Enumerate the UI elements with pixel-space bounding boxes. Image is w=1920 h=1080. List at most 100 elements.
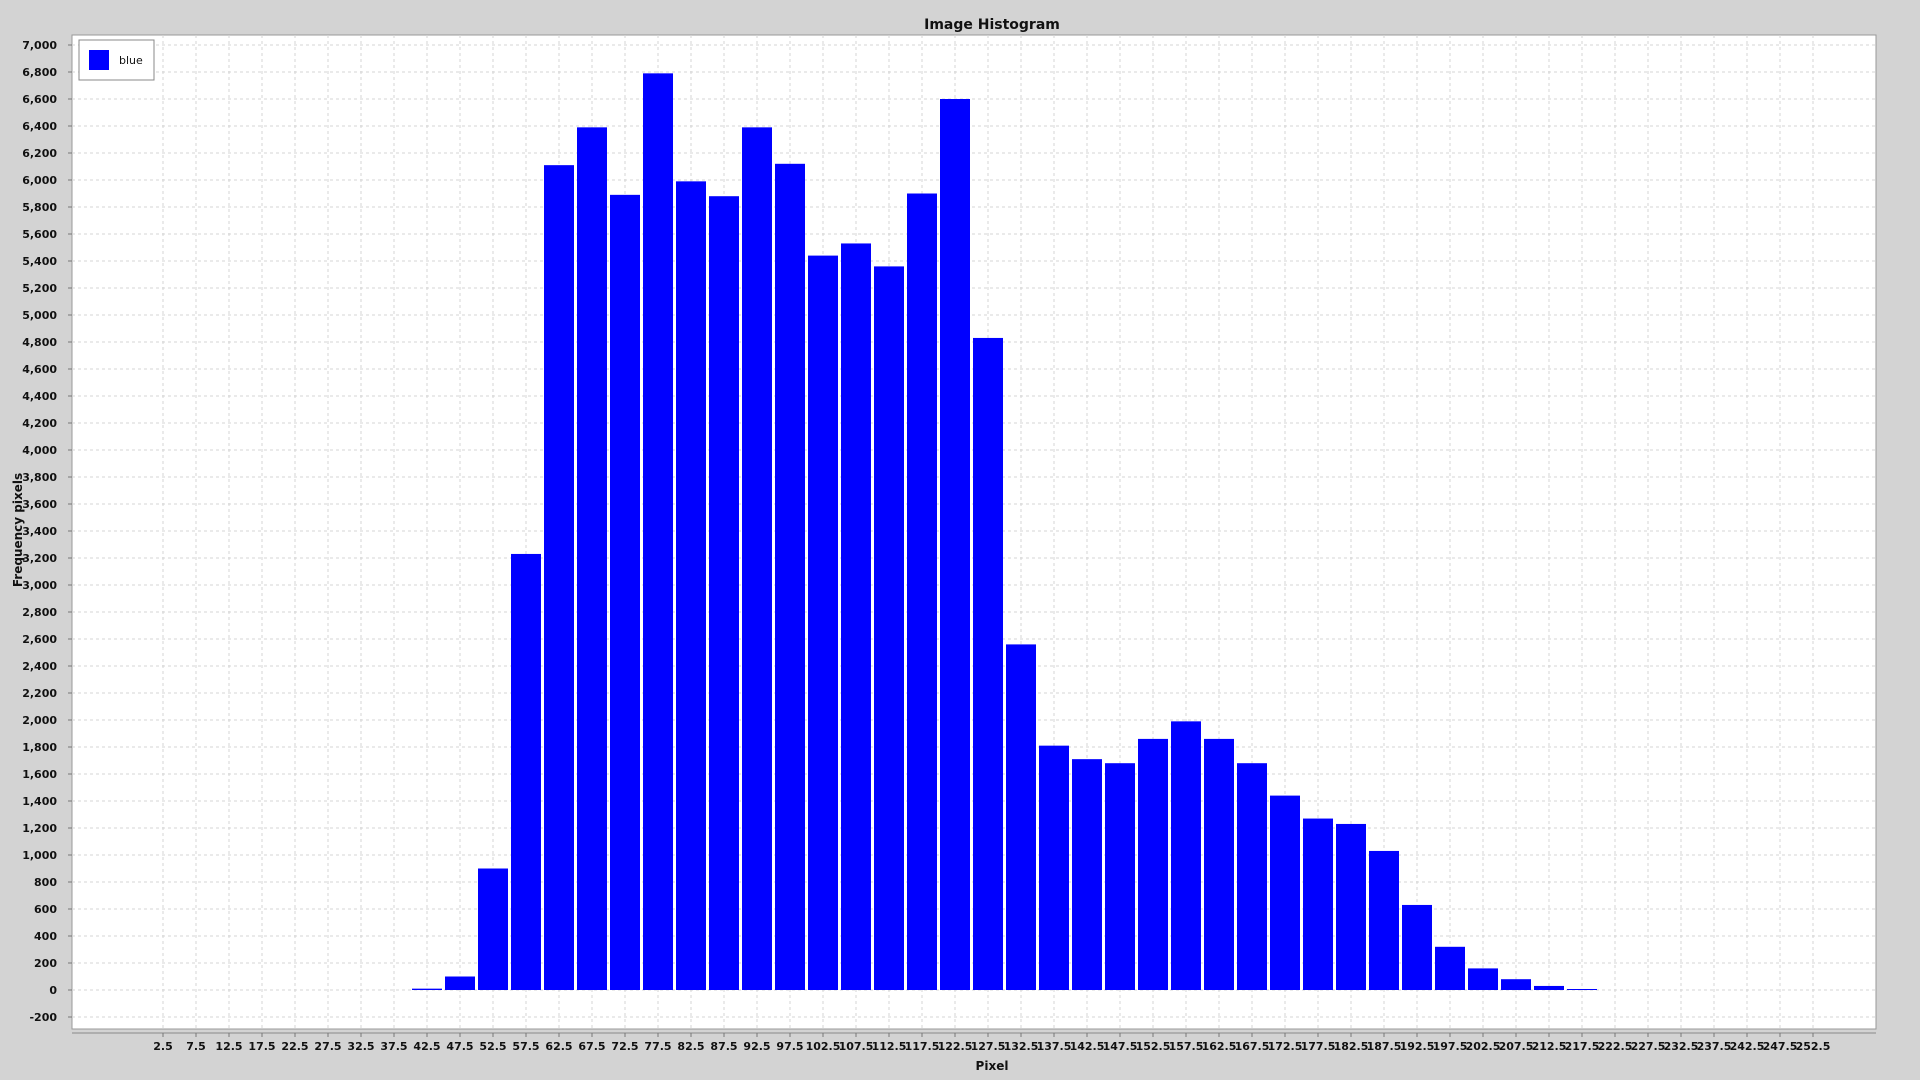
histogram-bar — [1402, 904, 1432, 990]
x-axis: 2.5 7.5 12.5 17.5 22.5 27.5 32.5 37.5 42.5 47.5 52… — [153, 1033, 1830, 1053]
x-tick-label: 67.5 — [578, 1040, 605, 1053]
y-tick-label: 5,600 — [22, 228, 57, 241]
y-tick-label: 6,600 — [22, 93, 57, 106]
histogram-bar — [709, 196, 739, 990]
y-tick-label: 3,200 — [22, 552, 57, 565]
histogram-bar — [1270, 795, 1300, 990]
histogram-bar — [1567, 989, 1597, 990]
y-tick-label: 1,800 — [22, 741, 57, 754]
histogram-bar — [1138, 738, 1168, 990]
y-tick-label: 2,800 — [22, 606, 57, 619]
histogram-bar — [1204, 738, 1234, 990]
x-tick-label: 222.5 — [1598, 1040, 1633, 1053]
x-tick-label: 232.5 — [1664, 1040, 1699, 1053]
x-tick-label: 187.5 — [1367, 1040, 1402, 1053]
y-tick-label: 2,600 — [22, 633, 57, 646]
x-tick-label: 122.5 — [938, 1040, 973, 1053]
y-tick-label: 800 — [34, 876, 57, 889]
x-tick-label: 167.5 — [1235, 1040, 1270, 1053]
x-tick-label: 172.5 — [1268, 1040, 1303, 1053]
histogram-bar — [1303, 818, 1333, 990]
y-tick-label: 2,400 — [22, 660, 57, 673]
histogram-bar — [1501, 979, 1531, 990]
x-tick-label: 152.5 — [1136, 1040, 1171, 1053]
x-tick-label: 32.5 — [347, 1040, 374, 1053]
x-tick-label: 42.5 — [413, 1040, 440, 1053]
y-tick-label: 4,600 — [22, 363, 57, 376]
x-tick-label: 97.5 — [776, 1040, 803, 1053]
y-tick-label: -200 — [29, 1011, 57, 1024]
histogram-bar — [412, 988, 442, 990]
y-tick-label: 1,000 — [22, 849, 57, 862]
y-axis-label: Frequency pixels — [11, 473, 25, 587]
x-tick-label: 117.5 — [905, 1040, 940, 1053]
legend: blue — [78, 39, 155, 81]
x-tick-label: 57.5 — [512, 1040, 539, 1053]
x-tick-label: 252.5 — [1796, 1040, 1831, 1053]
y-tick-label: 1,200 — [22, 822, 57, 835]
x-tick-label: 77.5 — [644, 1040, 671, 1053]
histogram-bar — [841, 243, 871, 990]
x-tick-label: 107.5 — [839, 1040, 874, 1053]
histogram-bar — [1006, 644, 1036, 990]
x-tick-label: 62.5 — [545, 1040, 572, 1053]
histogram-bar — [1468, 968, 1498, 990]
x-tick-label: 52.5 — [479, 1040, 506, 1053]
x-tick-label: 72.5 — [611, 1040, 638, 1053]
y-tick-label: 4,800 — [22, 336, 57, 349]
y-axis: -200 0 200 400 600 800 1,000 1,200 1,400 1,600 1,8… — [22, 39, 72, 1024]
histogram-bar — [1237, 763, 1267, 990]
y-tick-label: 4,400 — [22, 390, 57, 403]
y-tick-label: 5,400 — [22, 255, 57, 268]
histogram-bar — [445, 976, 475, 990]
histogram-bar — [874, 266, 904, 990]
histogram-bar — [511, 553, 541, 990]
y-tick-label: 6,200 — [22, 147, 57, 160]
histogram-bar — [973, 337, 1003, 990]
histogram-bar — [1105, 763, 1135, 990]
x-tick-label: 192.5 — [1400, 1040, 1435, 1053]
x-axis-label: Pixel — [976, 1059, 1009, 1073]
histogram-bar — [907, 193, 937, 990]
y-tick-label: 1,600 — [22, 768, 57, 781]
legend-label: blue — [119, 54, 143, 67]
chart-title: Image Histogram — [924, 17, 1060, 33]
histogram-bar — [742, 127, 772, 991]
x-tick-label: 227.5 — [1631, 1040, 1666, 1053]
y-tick-label: 6,400 — [22, 120, 57, 133]
x-tick-label: 2.5 — [153, 1040, 173, 1053]
histogram-bar — [1435, 946, 1465, 990]
histogram-bar — [1072, 759, 1102, 990]
histogram-bar — [1171, 721, 1201, 990]
x-tick-label: 132.5 — [1004, 1040, 1039, 1053]
x-tick-label: 87.5 — [710, 1040, 737, 1053]
x-tick-label: 157.5 — [1169, 1040, 1204, 1053]
x-tick-label: 142.5 — [1070, 1040, 1105, 1053]
histogram-bar — [577, 127, 607, 991]
legend-swatch — [89, 50, 109, 70]
x-tick-label: 12.5 — [215, 1040, 242, 1053]
x-tick-label: 27.5 — [314, 1040, 341, 1053]
histogram-bar — [544, 165, 574, 990]
histogram-bar — [940, 99, 970, 990]
y-tick-label: 400 — [34, 930, 57, 943]
x-tick-label: 47.5 — [446, 1040, 473, 1053]
histogram-bar — [478, 868, 508, 990]
histogram-bar — [1369, 850, 1399, 990]
x-tick-label: 102.5 — [806, 1040, 841, 1053]
y-tick-label: 6,000 — [22, 174, 57, 187]
x-tick-label: 207.5 — [1499, 1040, 1534, 1053]
histogram-bar — [643, 73, 673, 991]
x-tick-label: 92.5 — [743, 1040, 770, 1053]
y-tick-label: 3,600 — [22, 498, 57, 511]
histogram-bar — [676, 181, 706, 991]
x-tick-label: 202.5 — [1466, 1040, 1501, 1053]
bars — [412, 73, 1597, 991]
y-tick-label: 2,200 — [22, 687, 57, 700]
x-tick-label: 242.5 — [1730, 1040, 1765, 1053]
x-tick-label: 182.5 — [1334, 1040, 1369, 1053]
y-tick-label: 7,000 — [22, 39, 57, 52]
y-tick-label: 0 — [49, 984, 57, 997]
x-tick-label: 147.5 — [1103, 1040, 1138, 1053]
